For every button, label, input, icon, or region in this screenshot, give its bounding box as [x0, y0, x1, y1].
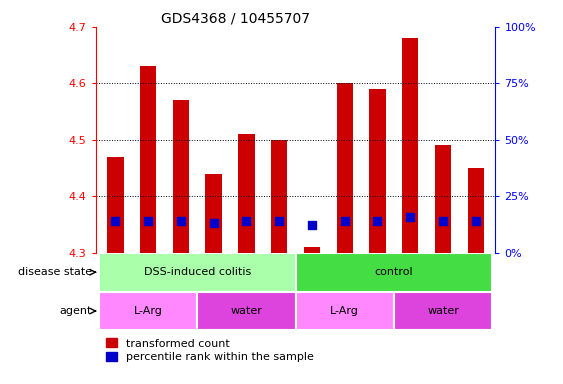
Bar	[99, 253, 296, 291]
Text: agent: agent	[59, 306, 92, 316]
Text: L-Arg: L-Arg	[330, 306, 359, 316]
Text: DSS-induced colitis: DSS-induced colitis	[144, 267, 251, 277]
Bar	[304, 247, 320, 253]
Point	[209, 220, 218, 227]
Legend: transformed count, percentile rank within the sample: transformed count, percentile rank withi…	[101, 334, 318, 367]
Text: water: water	[230, 306, 262, 316]
Point	[242, 218, 251, 224]
Text: water: water	[427, 306, 459, 316]
Point	[471, 218, 480, 224]
Bar	[337, 83, 353, 253]
Point	[275, 218, 284, 224]
Bar	[296, 291, 394, 331]
Point	[373, 218, 382, 224]
Bar	[468, 168, 484, 253]
Bar	[402, 38, 418, 253]
Point	[439, 218, 448, 224]
Bar	[296, 253, 492, 291]
Bar	[197, 291, 296, 331]
Point	[406, 214, 415, 220]
Bar	[99, 291, 197, 331]
Bar	[205, 174, 222, 253]
Bar	[435, 146, 451, 253]
Text: control: control	[374, 267, 413, 277]
Point	[111, 218, 120, 224]
Bar	[369, 89, 386, 253]
Point	[176, 218, 185, 224]
Point	[340, 218, 349, 224]
Title: GDS4368 / 10455707: GDS4368 / 10455707	[161, 12, 310, 26]
Bar	[140, 66, 157, 253]
Point	[307, 222, 316, 228]
Bar	[107, 157, 123, 253]
Bar	[271, 140, 287, 253]
Bar	[394, 291, 492, 331]
Text: disease state: disease state	[17, 267, 92, 277]
Bar	[173, 100, 189, 253]
Point	[144, 218, 153, 224]
Text: L-Arg: L-Arg	[133, 306, 163, 316]
Bar	[238, 134, 254, 253]
